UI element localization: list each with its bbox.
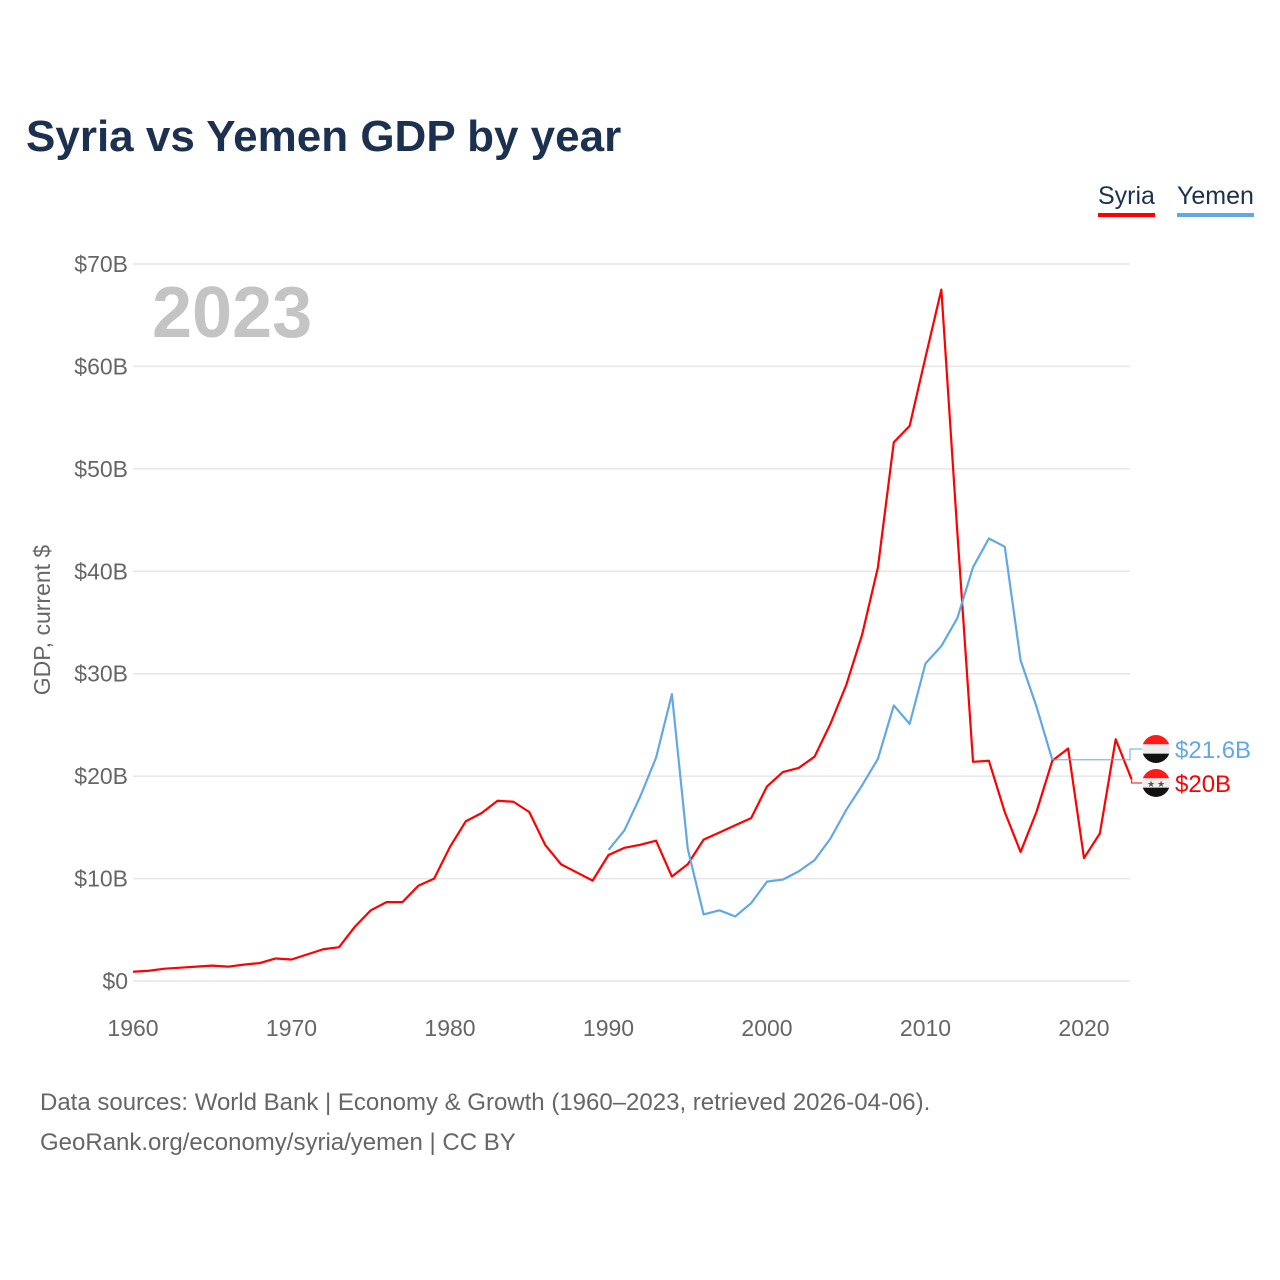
- y-tick-label: $20B: [74, 763, 128, 789]
- y-tick-label: $10B: [74, 866, 128, 892]
- source-note: Data sources: World Bank | Economy & Gro…: [40, 1083, 930, 1163]
- end-value-label-yemen: $21.6B: [1175, 737, 1251, 764]
- syria-flag-icon: ★ ★: [1142, 769, 1170, 797]
- x-tick-label: 1970: [266, 1015, 317, 1041]
- flag-stripes: [1142, 769, 1170, 797]
- flag-star: ★: [1147, 779, 1155, 789]
- y-tick-label: $0: [102, 968, 128, 994]
- flag-stripe-black: [1142, 787, 1170, 797]
- flag-stripe-white: [1142, 778, 1170, 788]
- year-watermark: 2023: [152, 273, 312, 353]
- flag-stripe-white: [1142, 744, 1170, 754]
- source-link[interactable]: GeoRank.org/economy/syria/yemen | CC BY: [40, 1129, 516, 1156]
- flag-stripe-red: [1142, 769, 1170, 779]
- x-tick-label: 2010: [900, 1015, 951, 1041]
- source-line: Data sources: World Bank | Economy & Gro…: [40, 1089, 931, 1116]
- y-tick-label: $30B: [74, 661, 128, 687]
- y-tick-label: $70B: [74, 251, 128, 277]
- x-tick-label: 1980: [424, 1015, 475, 1041]
- legend-item-yemen[interactable]: Yemen: [1177, 182, 1254, 217]
- end-value-label-syria: $20B: [1175, 771, 1231, 798]
- y-tick-label: $60B: [74, 353, 128, 379]
- x-tick-label: 2020: [1058, 1015, 1109, 1041]
- chart-title: Syria vs Yemen GDP by year: [26, 112, 622, 161]
- series-line-yemen: [607, 537, 1054, 918]
- flag-star: ★: [1157, 779, 1165, 789]
- x-tick-label: 2000: [741, 1015, 792, 1041]
- legend-item-syria[interactable]: Syria: [1098, 182, 1155, 217]
- end-connector: [1052, 748, 1142, 761]
- y-axis-label: GDP, current $: [29, 545, 55, 696]
- x-tick-label: 1960: [107, 1015, 158, 1041]
- yemen-flag-icon: [1142, 735, 1170, 763]
- series-line-syria: [132, 288, 1133, 973]
- flag-stripe-black: [1142, 753, 1170, 763]
- end-connector: [1130, 779, 1142, 784]
- y-tick-label: $50B: [74, 456, 128, 482]
- x-tick-label: 1990: [583, 1015, 634, 1041]
- flag-stripes: [1142, 735, 1170, 763]
- y-tick-label: $40B: [74, 558, 128, 584]
- flag-stripe-red: [1142, 735, 1170, 745]
